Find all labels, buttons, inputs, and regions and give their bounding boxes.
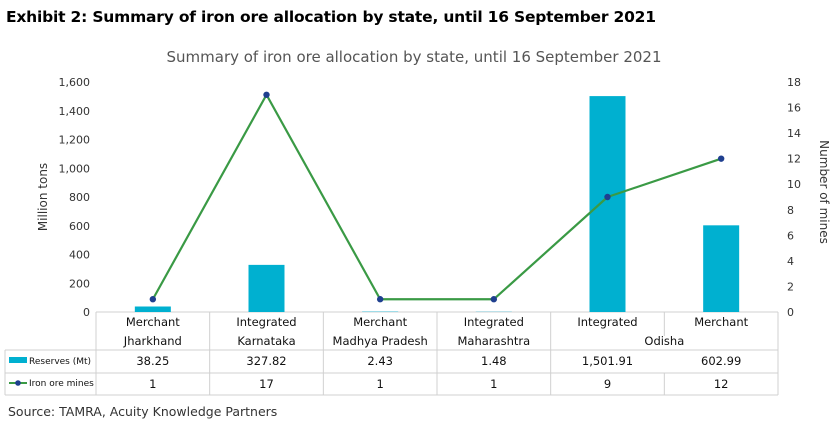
y2-tick-label: 10 [787, 178, 801, 191]
y2-tick-label: 18 [787, 76, 801, 89]
legend-swatch-reserves [9, 357, 27, 363]
category-label: Merchant [353, 315, 407, 329]
mines-value: 9 [604, 377, 611, 391]
y-tick-label: 0 [83, 306, 90, 319]
reserves-value: 602.99 [701, 354, 741, 368]
reserves-value: 2.43 [367, 354, 393, 368]
y-tick-label: 1,000 [59, 162, 91, 175]
point-mines [263, 91, 270, 98]
y-tick-label: 1,600 [59, 76, 91, 89]
reserves-value: 38.25 [136, 354, 169, 368]
bar-reserves [703, 225, 740, 312]
reserves-value: 1,501.91 [582, 354, 633, 368]
reserves-value: 327.82 [246, 354, 286, 368]
exhibit-title: Exhibit 2: Summary of iron ore allocatio… [6, 8, 656, 26]
y2-tick-label: 14 [787, 127, 801, 140]
reserves-value: 1.48 [481, 354, 507, 368]
category-label: Merchant [694, 315, 748, 329]
group-label: Odisha [644, 334, 684, 348]
mines-value: 1 [490, 377, 497, 391]
legend-marker-mines [15, 380, 21, 386]
y2-tick-label: 16 [787, 102, 801, 115]
group-label: Jharkhand [123, 334, 182, 348]
y-tick-label: 1,200 [59, 134, 91, 147]
legend-label-reserves: Reserves (Mt) [29, 357, 91, 367]
point-mines [376, 296, 384, 303]
y-tick-label: 1,400 [59, 105, 91, 118]
category-label: Integrated [464, 315, 524, 329]
line-mines [151, 93, 722, 301]
y-tick-label: 400 [69, 249, 90, 262]
y-tick-label: 600 [69, 220, 90, 233]
source-note: Source: TAMRA, Acuity Knowledge Partners [8, 404, 278, 419]
mines-value: 1 [149, 377, 156, 391]
point-mines [149, 296, 157, 303]
y2-tick-label: 8 [787, 204, 794, 217]
y2-axis-label: Number of mines [817, 140, 830, 244]
legend-label-mines: Iron ore mines [29, 379, 94, 389]
mines-value: 1 [377, 377, 384, 391]
category-label: Integrated [236, 315, 296, 329]
category-label: Integrated [577, 315, 637, 329]
chart-title: Summary of iron ore allocation by state,… [167, 48, 662, 66]
y2-tick-label: 4 [787, 255, 794, 268]
y2-tick-label: 0 [787, 306, 794, 319]
y-tick-label: 800 [69, 191, 90, 204]
mines-value: 12 [714, 377, 729, 391]
point-mines [604, 193, 611, 201]
group-label: Madhya Pradesh [333, 334, 428, 348]
y-tick-label: 200 [69, 277, 90, 290]
y2-tick-label: 12 [787, 153, 801, 166]
bar-reserves [248, 264, 285, 312]
y2-tick-label: 6 [787, 229, 794, 242]
y2-tick-label: 2 [787, 280, 794, 293]
point-mines [717, 155, 725, 162]
group-label: Maharashtra [458, 334, 531, 348]
mines-value: 17 [259, 377, 274, 391]
category-label: Merchant [126, 315, 180, 329]
bar-reserves [589, 96, 626, 313]
y-axis-label: Million tons [36, 163, 50, 231]
group-label: Karnataka [237, 334, 295, 348]
bar-reserves [134, 306, 171, 312]
point-mines [490, 296, 498, 303]
